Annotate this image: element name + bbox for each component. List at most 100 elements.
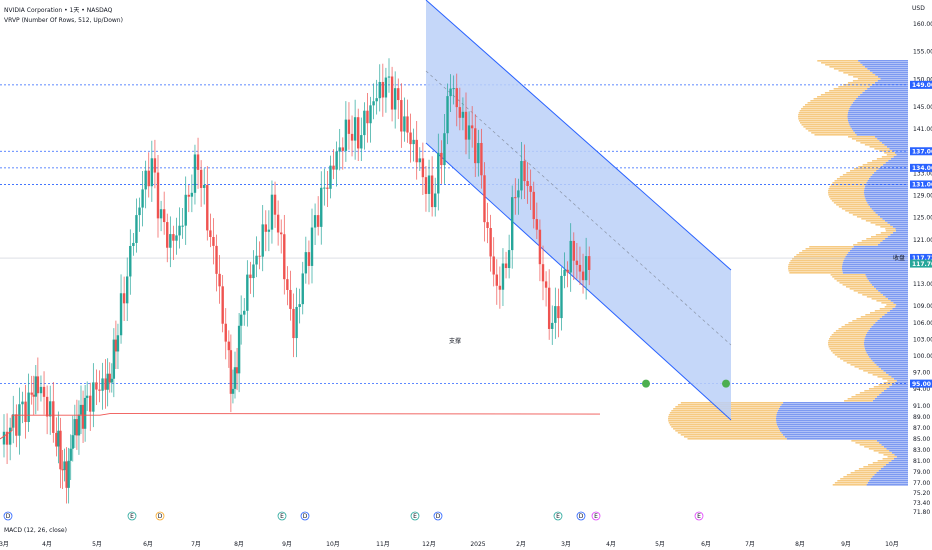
time-axis[interactable]: 3月 4月 5月 6月 7月 8月 9月 10月 11月 12月 2025 2月 3月 4月 5月 6月 7月 8… bbox=[0, 541, 899, 548]
candle-body bbox=[218, 273, 221, 287]
volume-bar-down bbox=[850, 170, 877, 172]
event-marker[interactable] bbox=[155, 511, 165, 521]
volume-bar-up bbox=[856, 98, 908, 100]
volume-bar-up bbox=[776, 416, 908, 418]
volume-bar-down bbox=[817, 60, 859, 62]
candle-body bbox=[440, 152, 443, 166]
candle-body bbox=[443, 133, 446, 166]
volume-bar-down bbox=[802, 106, 851, 108]
event-marker[interactable] bbox=[591, 511, 601, 521]
volume-bar-up bbox=[880, 166, 908, 168]
volume-bar-up bbox=[876, 440, 908, 442]
event-marker[interactable] bbox=[553, 511, 563, 521]
candle-body bbox=[280, 232, 283, 235]
channel-lower-line[interactable] bbox=[425, 142, 732, 421]
volume-bar-down bbox=[832, 484, 867, 486]
volume-bar-down bbox=[801, 108, 850, 110]
volume-bar-up bbox=[844, 258, 908, 260]
candle-body bbox=[184, 194, 187, 226]
candle-body bbox=[98, 389, 101, 391]
volume-bar-up bbox=[876, 472, 908, 474]
volume-bar-down bbox=[798, 118, 848, 120]
event-marker[interactable] bbox=[127, 511, 137, 521]
volume-bar-up bbox=[888, 462, 908, 464]
volume-bar-up bbox=[866, 334, 908, 336]
event-marker[interactable] bbox=[410, 511, 420, 521]
volume-bar-up bbox=[777, 410, 908, 412]
time-tick: 11月 bbox=[376, 541, 390, 548]
candle-body bbox=[162, 209, 166, 223]
volume-bar-up bbox=[884, 220, 908, 222]
volume-bar-down bbox=[872, 462, 889, 464]
time-tick: 3月 bbox=[0, 541, 9, 548]
candle-body bbox=[83, 397, 87, 429]
event-marker[interactable] bbox=[576, 511, 586, 521]
volume-bar-up bbox=[842, 268, 908, 270]
volume-bar-down bbox=[828, 344, 865, 346]
event-marker-label: D bbox=[436, 513, 441, 520]
volume-bar-up bbox=[877, 80, 908, 82]
volume-bar-up bbox=[867, 278, 908, 280]
volume-bar-down bbox=[864, 144, 885, 146]
event-marker-label: E bbox=[130, 513, 134, 520]
volume-bar-down bbox=[876, 300, 891, 302]
volume-bar-down bbox=[857, 78, 881, 80]
event-marker-label: E bbox=[594, 513, 598, 520]
candle-body bbox=[292, 308, 295, 339]
time-tick: 2025 bbox=[470, 541, 485, 548]
volume-bar-down bbox=[854, 366, 879, 368]
volume-bar-up bbox=[874, 398, 908, 400]
volume-bar-up bbox=[853, 246, 908, 248]
candle-body bbox=[363, 110, 366, 136]
volume-bar-up bbox=[880, 292, 908, 294]
volume-bar-up bbox=[893, 378, 908, 380]
price-tick: 121.00 bbox=[913, 237, 932, 244]
support-point[interactable] bbox=[722, 379, 730, 388]
candle-body bbox=[557, 306, 560, 319]
price-tick: 73.40 bbox=[913, 500, 930, 507]
volume-bar-down bbox=[829, 348, 865, 350]
candle-body bbox=[27, 392, 30, 423]
candle-body bbox=[390, 76, 394, 110]
volume-bar-up bbox=[883, 164, 908, 166]
volume-bar-down bbox=[829, 186, 865, 188]
event-marker[interactable] bbox=[433, 511, 443, 521]
event-marker[interactable] bbox=[277, 511, 287, 521]
candle-body bbox=[34, 376, 38, 397]
volume-bar-down bbox=[844, 324, 874, 326]
channel-upper-line[interactable] bbox=[425, 0, 732, 271]
volume-bar-down bbox=[832, 352, 867, 354]
volume-bar-down bbox=[846, 172, 875, 174]
price-tick: 87.00 bbox=[913, 425, 930, 432]
event-marker[interactable] bbox=[694, 511, 704, 521]
volume-bar-down bbox=[821, 62, 861, 64]
volume-bar-up bbox=[867, 180, 908, 182]
volume-bar-down bbox=[854, 470, 879, 472]
support-point[interactable] bbox=[642, 379, 650, 388]
volume-bar-up bbox=[865, 274, 908, 276]
volume-bar-up bbox=[849, 108, 908, 110]
volume-bar-up bbox=[784, 436, 908, 438]
candle-body bbox=[246, 274, 249, 311]
volume-bar-up bbox=[862, 92, 908, 94]
volume-bar-up bbox=[849, 250, 908, 252]
price-tick: 133.00 bbox=[913, 170, 932, 177]
event-marker[interactable] bbox=[3, 511, 13, 521]
price-axis[interactable]: 160.00 155.00 150.00 145.00 141.00 137.00 133.… bbox=[893, 21, 932, 516]
descending-channel[interactable] bbox=[425, 0, 732, 421]
volume-bar-down bbox=[834, 354, 868, 356]
channel-mid-line[interactable] bbox=[425, 70, 732, 346]
volume-bar-up bbox=[865, 336, 908, 338]
candle-body bbox=[560, 275, 563, 319]
candle-body bbox=[79, 404, 83, 415]
volume-bar-up bbox=[776, 422, 908, 424]
volume-bar-down bbox=[836, 178, 869, 180]
candle-body bbox=[393, 88, 397, 110]
candle-body bbox=[406, 116, 409, 133]
event-marker[interactable] bbox=[300, 511, 310, 521]
volume-bar-up bbox=[880, 368, 908, 370]
volume-bar-up bbox=[864, 186, 908, 188]
volume-bar-down bbox=[878, 452, 892, 454]
